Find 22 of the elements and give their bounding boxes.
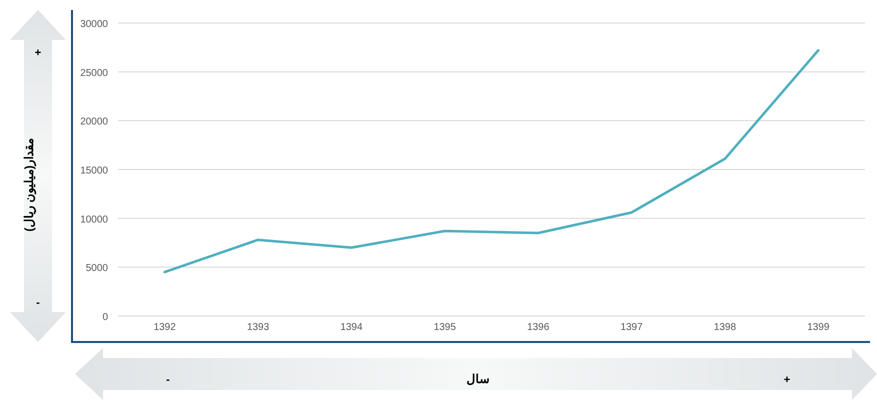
x-axis-title: سال [466, 372, 490, 386]
y-axis-title: مقدار(میلیون ریال) [22, 138, 37, 232]
text: - [36, 297, 40, 309]
x-tick-label: 1395 [434, 322, 456, 333]
x-tick-label: 1394 [340, 322, 363, 333]
y-tick-label: 20000 [80, 116, 108, 128]
x-tick-label: 1393 [246, 322, 270, 333]
x-tick-label: 1396 [527, 322, 550, 333]
y-tick-label: 25000 [80, 68, 108, 79]
x-tick-label: 1397 [620, 322, 644, 333]
y-tick-label: 10000 [80, 214, 108, 226]
line-series [163, 49, 820, 274]
text: - [166, 374, 170, 386]
text: + [34, 47, 42, 59]
x-tick-label: 1399 [807, 322, 830, 333]
x-tick-label: 1392 [154, 322, 176, 333]
y-tick-label: 0 [102, 312, 108, 323]
y-tick-label: 15000 [80, 166, 108, 176]
x-tick-label: 1398 [714, 322, 736, 333]
text: + [784, 374, 790, 386]
y-tick-label: 30000 [80, 19, 108, 30]
y-tick-label: 5000 [86, 263, 108, 274]
